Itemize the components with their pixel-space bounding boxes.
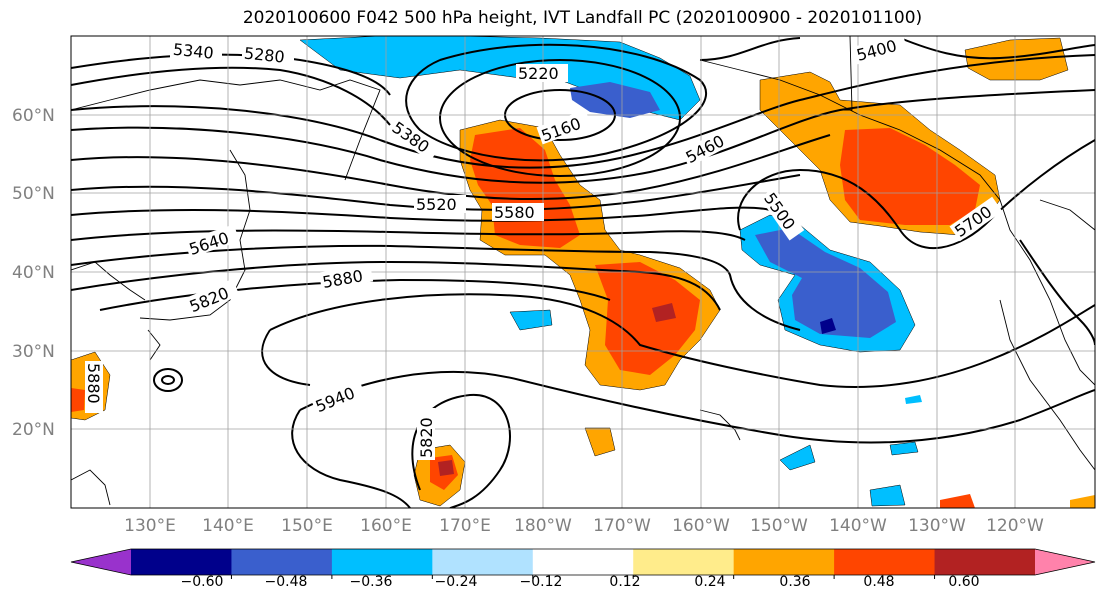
lon-label: 170°E	[439, 516, 491, 536]
colorbar-bin	[131, 549, 232, 575]
positive-anomaly-tropical-core	[438, 460, 454, 476]
longitude-labels: 130°E 140°E 150°E 160°E 170°E 180°W 170°…	[124, 516, 1044, 536]
colorbar-extend-min	[71, 549, 131, 575]
colorbar-tick-labels: −0.60 −0.48 −0.36 −0.24 −0.12 0.12 0.24 …	[181, 574, 980, 590]
lat-label: 30°N	[12, 342, 55, 362]
positive-small-3	[940, 494, 975, 508]
lon-label: 170°W	[593, 516, 651, 536]
lon-label: 160°W	[672, 516, 730, 536]
positive-anomaly-south-core	[652, 303, 676, 322]
positive-small-1	[584, 427, 616, 457]
negative-anomaly-north-inner	[570, 82, 660, 118]
contour-label: 5580	[494, 203, 535, 222]
contour-label: 5880	[84, 363, 103, 404]
colorbar-tick-label: −0.24	[435, 574, 478, 590]
colorbar-tick-label: 0.36	[779, 574, 810, 590]
lat-label: 40°N	[12, 263, 55, 283]
colorbar-bin	[532, 549, 634, 575]
colorbar-tick-label: −0.60	[181, 574, 224, 590]
lon-label: 160°E	[360, 516, 412, 536]
colorbar-bin	[432, 549, 534, 575]
latitude-labels: 60°N 50°N 40°N 30°N 20°N	[12, 106, 55, 440]
colorbar-bin	[633, 549, 735, 575]
map-border	[70, 35, 1096, 509]
ivt-shading	[71, 36, 1095, 508]
lon-label: 180°W	[514, 516, 572, 536]
negative-small-1	[509, 309, 553, 331]
positive-small-2	[1070, 495, 1095, 508]
lon-label: 120°W	[986, 516, 1044, 536]
colorbar-outline	[70, 548, 1096, 576]
colorbar-tick-label: −0.36	[350, 574, 393, 590]
colorbar-tick-label: 0.48	[863, 574, 894, 590]
colorbar	[70, 548, 1096, 579]
negative-anomaly-east-core	[820, 318, 836, 334]
lon-label: 140°W	[829, 516, 887, 536]
lon-label: 140°E	[202, 516, 254, 536]
lat-label: 50°N	[12, 184, 55, 204]
contour-label: 5220	[518, 64, 559, 83]
lon-label: 150°W	[750, 516, 808, 536]
height-contours	[71, 37, 1095, 508]
lon-label: 130°W	[908, 516, 966, 536]
colorbar-extend-max	[1035, 549, 1095, 575]
colorbar-bin	[733, 549, 835, 575]
contour-label: 5520	[416, 195, 457, 214]
colorbar-bin	[331, 549, 433, 575]
colorbar-tick-label: 0.24	[694, 574, 725, 590]
lon-label: 150°E	[281, 516, 333, 536]
colorbar-bin	[231, 549, 333, 575]
negative-small-4	[889, 441, 919, 456]
map-title: 2020100600 F042 500 hPa height, IVT Land…	[242, 8, 923, 28]
lon-label: 130°E	[124, 516, 176, 536]
contour-label: 5340	[172, 40, 214, 63]
colorbar-bin	[834, 549, 936, 575]
contour-label: 5820	[417, 417, 436, 458]
negative-anomaly-east-inner	[755, 228, 896, 338]
lat-label: 60°N	[12, 106, 55, 126]
colorbar-tick-label: 0.12	[609, 574, 640, 590]
colorbar-tick-label: −0.48	[265, 574, 308, 590]
positive-anomaly-northeast	[964, 37, 1069, 81]
negative-small-2	[779, 444, 816, 471]
colorbar-tick-label: −0.12	[520, 574, 563, 590]
negative-small-5	[905, 395, 922, 404]
contour-label: 5280	[243, 44, 285, 67]
colorbar-bin	[934, 549, 1036, 575]
positive-anomaly-west-inner	[71, 388, 85, 412]
negative-small-3	[869, 484, 906, 507]
colorbar-tick-label: 0.60	[948, 574, 979, 590]
lat-label: 20°N	[12, 420, 55, 440]
positive-anomaly-south-inner	[595, 262, 700, 375]
graticule	[71, 36, 1095, 508]
